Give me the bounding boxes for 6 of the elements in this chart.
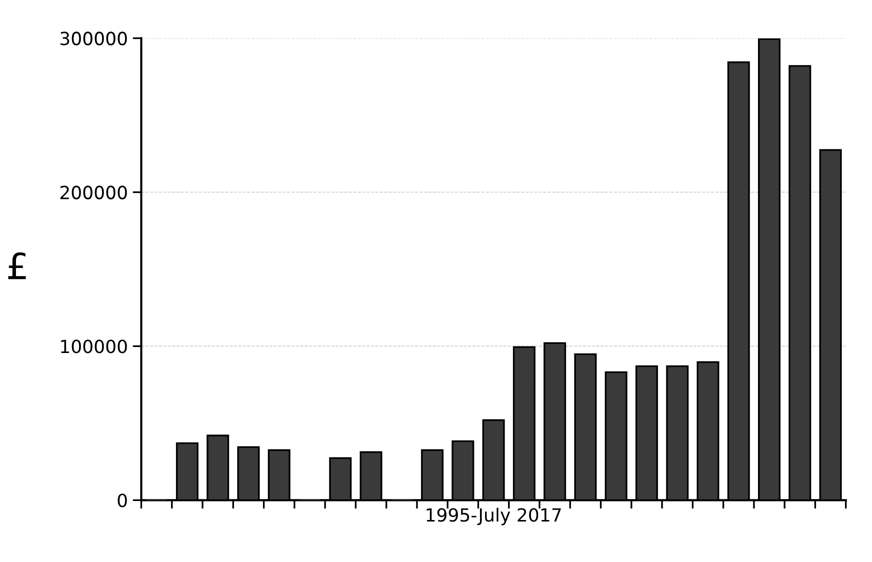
y-tick-label: 300000	[60, 32, 127, 46]
y-tick-label: 0	[118, 494, 127, 508]
y-axis-title: £	[8, 252, 26, 280]
y-tick-label: 100000	[61, 340, 127, 354]
y-tick-label: 200000	[60, 186, 127, 200]
x-axis-title: 1995-July 2017	[426, 508, 561, 526]
